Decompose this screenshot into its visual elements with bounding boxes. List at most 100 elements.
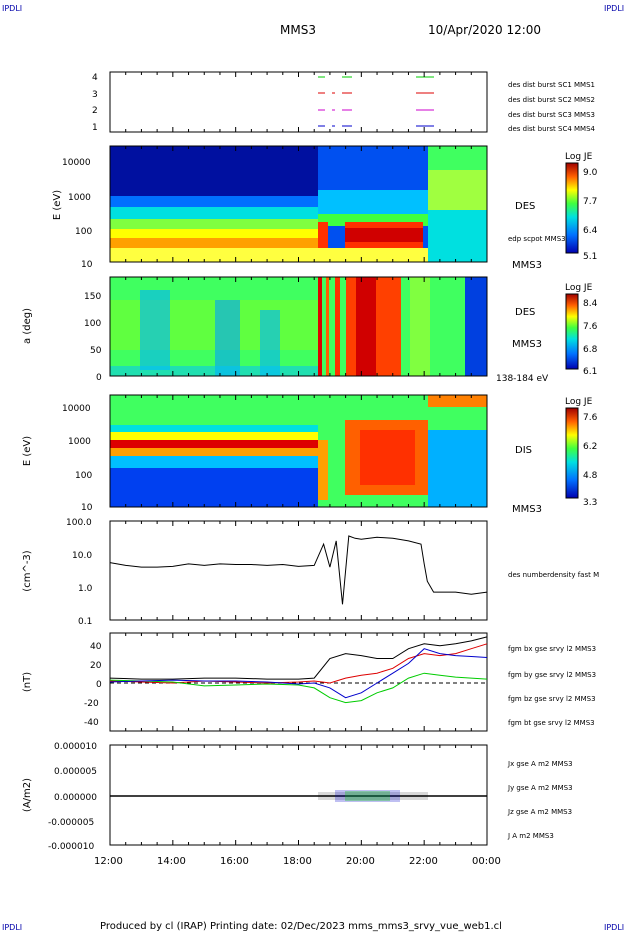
- bfield-series-bt: [109, 636, 488, 680]
- colorbar-tick: 4.8: [583, 471, 598, 481]
- colorbar-tick: 8.4: [583, 299, 598, 309]
- spacecraft-label: MMS3: [512, 504, 542, 515]
- panel-current: (A/m2) 0.000010 0.000005 0.000000 -0.000…: [22, 742, 573, 852]
- ytick-label: 100.0: [66, 518, 92, 528]
- ytick-label: 10000: [62, 404, 91, 414]
- colorbar-tick: 6.8: [583, 345, 598, 355]
- panel-current-frame: [109, 744, 488, 846]
- colorbar-des-pitch: [565, 293, 579, 370]
- overlay-label: edp scpot MMS3: [508, 235, 566, 243]
- colorbar-title: Log JE: [565, 152, 593, 162]
- legend-entry: Jx gse A m2 MMS3: [507, 760, 573, 768]
- colorbar-tick: 7.7: [583, 197, 597, 207]
- corner-mark-top-right: IPDLI: [604, 4, 624, 13]
- ylabel-dis-energy: E (eV): [22, 436, 33, 466]
- bfield-series-bx: [109, 643, 488, 684]
- colorbar-tick: 5.1: [583, 252, 597, 262]
- spacecraft-label: MMS3: [512, 339, 542, 350]
- energy-range-label: 138-184 eV: [496, 374, 549, 384]
- legend-entry: des numberdensity fast M: [508, 571, 599, 579]
- ytick-label: 100: [75, 471, 92, 481]
- ylabel-density: (cm^-3): [22, 550, 33, 591]
- spacecraft-title: MMS3: [280, 23, 316, 37]
- panel-dis-energy: E (eV) 10000 1000 100 10 Log JE 7.6 6.2 …: [22, 394, 598, 515]
- corner-mark-bottom-left: IPDLI: [2, 923, 22, 932]
- panel-burst: 4 3 2 1 des dist burst SC1 MMS1 des dist…: [92, 71, 596, 133]
- ytick-label: 1: [92, 123, 98, 133]
- colorbar-tick: 7.6: [583, 413, 598, 423]
- xtick-label: 20:00: [346, 856, 375, 867]
- ytick-label: 0: [96, 680, 102, 690]
- instrument-label: DIS: [515, 445, 532, 456]
- time-axis: 12:00 14:00 16:00 18:00 20:00 22:00 00:0…: [94, 856, 501, 867]
- ytick-label: 10: [81, 503, 93, 513]
- xtick-label: 14:00: [157, 856, 186, 867]
- ytick-label: 150: [84, 292, 101, 302]
- colorbar-tick: 6.4: [583, 226, 598, 236]
- bfield-series-bz: [109, 648, 488, 699]
- panel-bfield: (nT) 40 20 0 -20 -40 fgm bx gse srvy l2 …: [22, 632, 596, 732]
- ylabel-des-pitch: a (deg): [22, 308, 33, 344]
- ytick-label: 0.000005: [54, 767, 97, 777]
- ytick-label: 100: [75, 227, 92, 237]
- legend-entry: fgm by gse srvy l2 MMS3: [508, 671, 596, 679]
- xtick-label: 12:00: [94, 856, 123, 867]
- ytick-label: -0.000010: [48, 842, 94, 852]
- ytick-label: -20: [84, 699, 99, 709]
- colorbar-tick: 7.6: [583, 322, 598, 332]
- instrument-label: DES: [515, 307, 535, 318]
- spacecraft-label: MMS3: [512, 260, 542, 271]
- ytick-label: 4: [92, 73, 98, 83]
- ytick-label: 0: [96, 373, 102, 383]
- xtick-label: 16:00: [220, 856, 249, 867]
- legend-entry: des dist burst SC4 MMS4: [508, 125, 596, 133]
- ytick-label: 1.0: [78, 584, 93, 594]
- xtick-label: 22:00: [409, 856, 438, 867]
- ytick-label: 2: [92, 106, 98, 116]
- ytick-label: 10000: [62, 158, 91, 168]
- legend-entry: fgm bx gse srvy l2 MMS3: [508, 645, 596, 653]
- ylabel-bfield: (nT): [22, 672, 33, 692]
- legend-entry: J A m2 MMS3: [507, 832, 554, 840]
- spectrogram-dis-energy: [109, 394, 488, 508]
- panel-des-energy: E (eV) 10000 1000 100 10 Log JE 9.0 7.7 …: [52, 145, 598, 271]
- ytick-label: 50: [90, 346, 102, 356]
- bfield-series-by: [109, 672, 488, 704]
- datetime-title: 10/Apr/2020 12:00: [428, 23, 541, 37]
- ytick-label: 1000: [68, 437, 91, 447]
- ytick-label: 10: [81, 260, 93, 270]
- ytick-label: 0.1: [78, 617, 92, 627]
- colorbar-des-energy: [565, 162, 579, 254]
- ytick-label: -40: [84, 718, 99, 728]
- panel-burst-frame: [109, 71, 488, 133]
- colorbar-tick: 6.2: [583, 442, 597, 452]
- panel-des-pitch: a (deg) 150 100 50 0 Log JE 8.4 7.6 6.8 …: [22, 276, 598, 384]
- xtick-label: 00:00: [472, 856, 501, 867]
- ytick-label: 0.000010: [54, 742, 97, 752]
- legend-entry: Jz gse A m2 MMS3: [507, 808, 572, 816]
- panel-density: (cm^-3) 100.0 10.0 1.0 0.1 des numberden…: [22, 518, 599, 627]
- ytick-label: 0.000000: [54, 793, 97, 803]
- ylabel-des-energy: E (eV): [52, 190, 63, 220]
- legend-entry: des dist burst SC3 MMS3: [508, 111, 595, 119]
- colorbar-dis-energy: [565, 407, 579, 499]
- ytick-label: 1000: [68, 193, 91, 203]
- ytick-label: 3: [92, 90, 98, 100]
- legend-entry: Jy gse A m2 MMS3: [507, 784, 573, 792]
- density-series-line: [109, 535, 488, 605]
- current-noise: [318, 790, 428, 802]
- ytick-label: 40: [90, 642, 102, 652]
- bfield-series: [109, 636, 488, 704]
- ytick-label: -0.000005: [48, 818, 94, 828]
- footer-text: Produced by cl (IRAP) Printing date: 02/…: [100, 921, 502, 932]
- spectrogram-des-pitch: [109, 276, 488, 377]
- legend-entry: fgm bz gse srvy l2 MMS3: [508, 695, 596, 703]
- legend-entry: fgm bt gse srvy l2 MMS3: [508, 719, 595, 727]
- colorbar-title: Log JE: [565, 283, 593, 293]
- colorbar-title: Log JE: [565, 397, 593, 407]
- colorbar-tick: 6.1: [583, 367, 597, 377]
- panel-density-frame: [109, 520, 488, 621]
- ytick-label: 100: [84, 319, 101, 329]
- legend-entry: des dist burst SC1 MMS1: [508, 81, 595, 89]
